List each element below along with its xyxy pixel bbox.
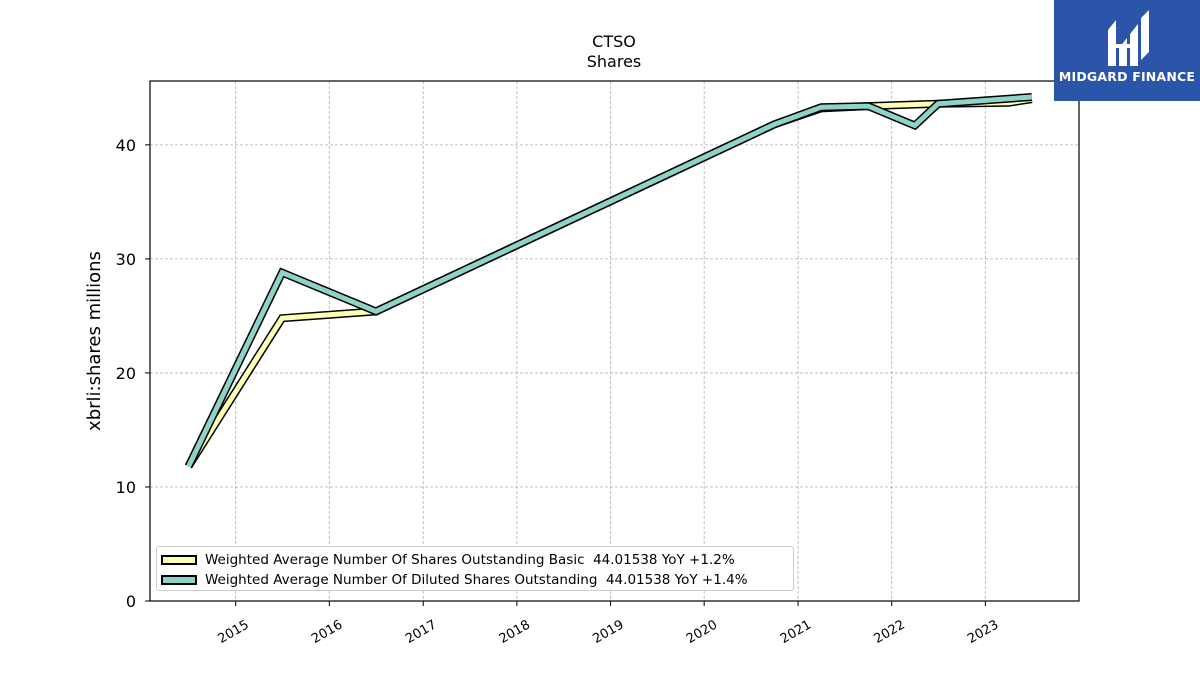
legend: Weighted Average Number Of Shares Outsta… xyxy=(156,546,794,591)
x-tick-label: 2020 xyxy=(684,617,720,647)
x-tick-label: 2017 xyxy=(403,617,439,647)
logo-mark-icon xyxy=(1108,10,1149,66)
brand-logo: MIDGARD FINANCE xyxy=(1054,0,1200,101)
x-tick-label: 2019 xyxy=(590,617,626,647)
chart-title: CTSO xyxy=(592,32,636,51)
y-tick-label: 30 xyxy=(116,250,136,269)
y-tick-label: 10 xyxy=(116,478,136,497)
x-tick-label: 2016 xyxy=(309,617,345,647)
x-tick-label: 2022 xyxy=(872,617,908,647)
y-tick-label: 20 xyxy=(116,364,136,383)
legend-label-diluted: Weighted Average Number Of Diluted Share… xyxy=(205,572,748,588)
logo-text: MIDGARD FINANCE xyxy=(1058,69,1196,84)
series-line-1 xyxy=(186,94,1032,468)
y-axis-label: xbrli:shares millions xyxy=(84,251,105,431)
legend-swatch-basic xyxy=(161,555,197,565)
legend-swatch-diluted xyxy=(161,575,197,585)
y-tick-label: 40 xyxy=(116,136,136,155)
y-tick-label: 0 xyxy=(126,592,136,611)
legend-label-basic: Weighted Average Number Of Shares Outsta… xyxy=(205,552,735,568)
legend-item-diluted: Weighted Average Number Of Diluted Share… xyxy=(161,571,748,589)
series-lines xyxy=(184,93,1033,469)
chart-subtitle: Shares xyxy=(587,52,642,71)
plot-frame xyxy=(149,80,1080,602)
legend-item-basic: Weighted Average Number Of Shares Outsta… xyxy=(161,551,735,569)
x-tick-label: 2018 xyxy=(497,617,533,647)
x-tick-label: 2015 xyxy=(216,617,252,647)
grid xyxy=(150,81,1079,601)
x-tick-label: 2023 xyxy=(965,617,1001,647)
x-tick-label: 2021 xyxy=(778,617,814,647)
